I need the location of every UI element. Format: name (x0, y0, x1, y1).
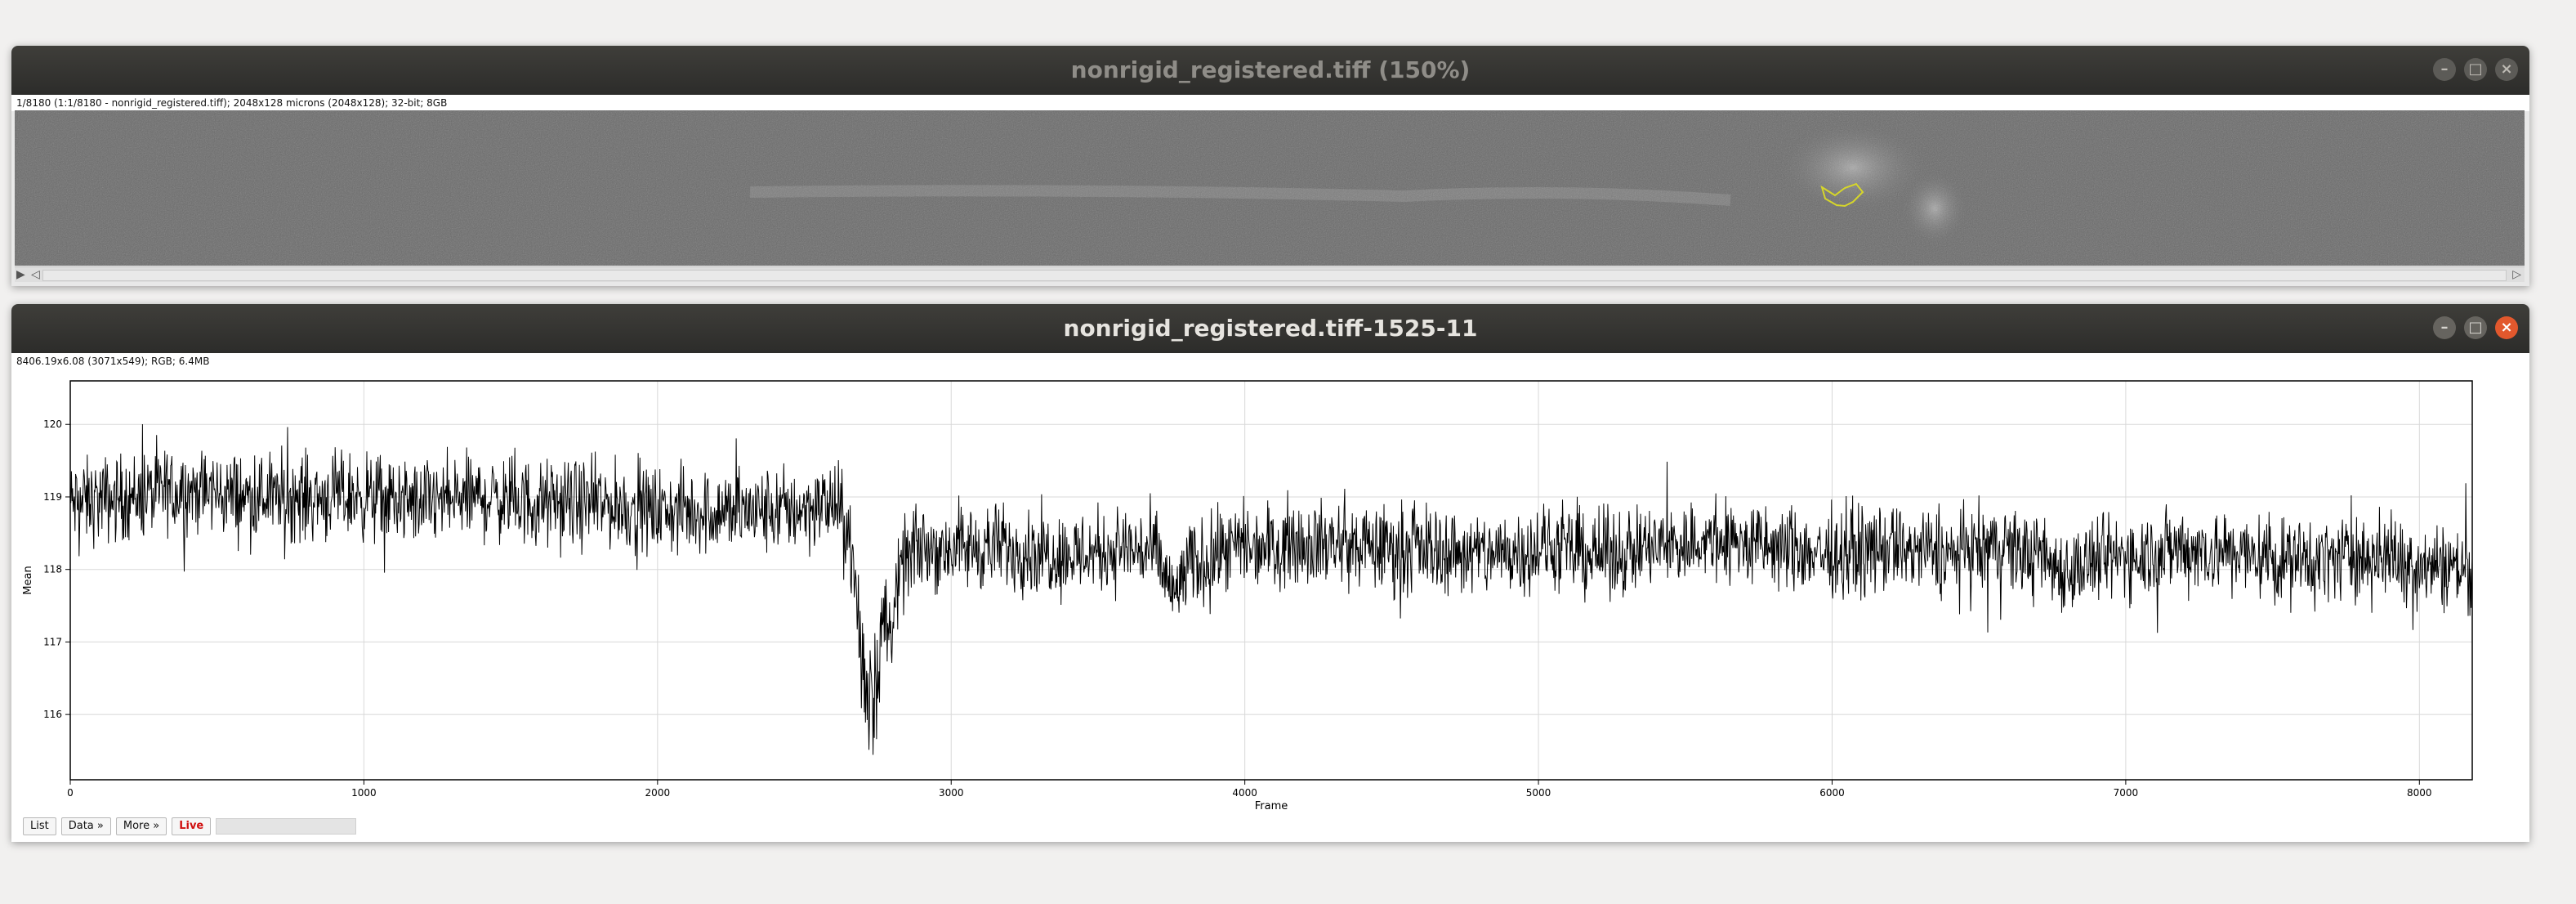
close-icon[interactable]: × (2495, 58, 2518, 81)
scroll-thumb[interactable] (42, 270, 2507, 281)
x-tick-label: 5000 (1526, 787, 1551, 799)
x-axis-label: Frame (1255, 800, 1288, 812)
image-window: nonrigid_registered.tiff (150%) – □ × 1/… (11, 46, 2529, 286)
window-controls: – □ × (2433, 316, 2518, 339)
mean-series-line (69, 423, 2473, 755)
x-tick-label: 0 (67, 787, 74, 799)
plot-info-line: 8406.19x6.08 (3071x549); RGB; 6.4MB (11, 353, 2529, 369)
x-tick-label: 4000 (1232, 787, 1257, 799)
x-tick-label: 7000 (2114, 787, 2139, 799)
scroll-left-icon[interactable]: ◁ (31, 268, 40, 281)
y-tick-label: 117 (43, 636, 62, 647)
image-canvas[interactable] (15, 110, 2525, 266)
list-button[interactable]: List (23, 817, 56, 835)
play-icon[interactable]: ▶ (16, 268, 25, 281)
plot-window: nonrigid_registered.tiff-1525-11 – □ × 8… (11, 304, 2529, 842)
progress-bar (216, 818, 357, 835)
more-menu-button[interactable]: More » (115, 817, 167, 835)
x-tick-label: 1000 (351, 787, 377, 799)
plot-window-title: nonrigid_registered.tiff-1525-11 (1063, 315, 1478, 342)
image-window-title: nonrigid_registered.tiff (150%) (1070, 56, 1471, 83)
plot-frame (69, 380, 2473, 781)
y-axis-label: Mean (22, 566, 34, 594)
plot-canvas: 0 1000 2000 3000 4000 5000 6000 7000 8000 116 117 1… (11, 369, 2529, 814)
scroll-right-icon[interactable]: ▷ (2512, 268, 2521, 281)
live-button[interactable]: Live (172, 817, 212, 835)
close-icon[interactable]: × (2495, 316, 2518, 339)
x-tick-label: 8000 (2407, 787, 2432, 799)
roi-outline[interactable] (1820, 182, 1864, 208)
y-tick-label: 120 (43, 418, 62, 430)
y-tick-label: 116 (43, 709, 62, 720)
x-tick-label: 3000 (939, 787, 964, 799)
y-tick-label: 118 (43, 564, 62, 575)
x-tick-label: 2000 (645, 787, 671, 799)
maximize-icon[interactable]: □ (2464, 58, 2487, 81)
plot-ticks: 0 1000 2000 3000 4000 5000 6000 7000 8000 116 117 1… (43, 418, 2431, 799)
image-window-titlebar[interactable]: nonrigid_registered.tiff (150%) – □ × (11, 46, 2529, 95)
data-menu-button[interactable]: Data » (60, 817, 111, 835)
stack-scrollbar[interactable]: ▶ ◁ ▷ (15, 266, 2525, 282)
plot-trace (69, 423, 2473, 755)
x-tick-label: 6000 (1819, 787, 1845, 799)
y-tick-label: 119 (43, 491, 62, 503)
minimize-icon[interactable]: – (2433, 316, 2456, 339)
window-controls: – □ × (2433, 58, 2518, 81)
image-info-line: 1/8180 (1:1/8180 - nonrigid_registered.t… (11, 95, 2529, 111)
maximize-icon[interactable]: □ (2464, 316, 2487, 339)
plot-button-bar: List Data » More » Live (23, 817, 357, 835)
plot-window-titlebar[interactable]: nonrigid_registered.tiff-1525-11 – □ × (11, 304, 2529, 353)
image-content (15, 110, 2525, 266)
minimize-icon[interactable]: – (2433, 58, 2456, 81)
